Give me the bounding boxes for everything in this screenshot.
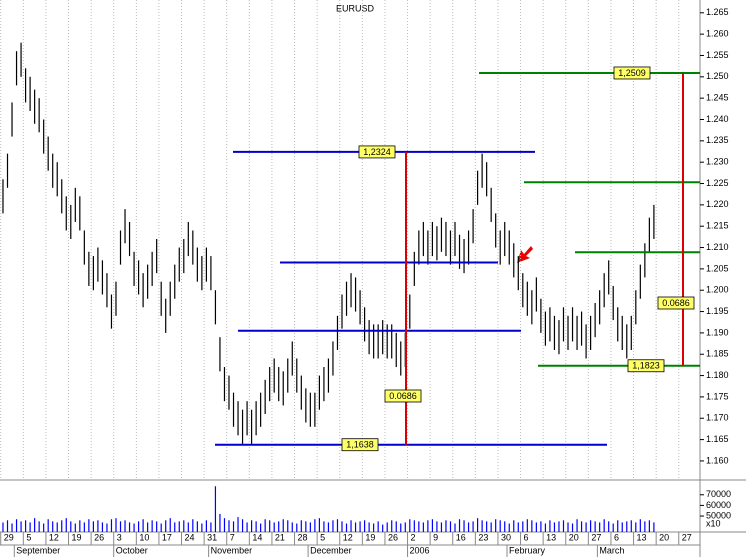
x-tick-label: 13 — [546, 532, 556, 542]
y-tick-label: 1.170 — [706, 413, 729, 423]
y-tick-label: 1.195 — [706, 306, 729, 316]
x-tick-label: 12 — [343, 532, 353, 542]
x-tick-label: 6 — [524, 532, 529, 542]
x-tick-label: 7 — [230, 532, 235, 542]
x-tick-label: 19 — [72, 532, 82, 542]
y-tick-label: 1.255 — [706, 50, 729, 60]
y-tick-label: 1.235 — [706, 135, 729, 145]
y-tick-label: 1.265 — [706, 7, 729, 17]
y-tick-label: 1.190 — [706, 327, 729, 337]
x-tick-label: 27 — [591, 532, 601, 542]
x-tick-label: 19 — [365, 532, 375, 542]
x-tick-label: 6 — [614, 532, 619, 542]
y-tick-label: 1.245 — [706, 93, 729, 103]
level-label: 1,1638 — [346, 440, 374, 450]
y-tick-label: 1.200 — [706, 285, 729, 295]
y-tick-label: 1.175 — [706, 391, 729, 401]
volume-tick-label: 50000 — [706, 510, 731, 520]
x-tick-label: 12 — [49, 532, 59, 542]
x-tick-label: 27 — [682, 532, 692, 542]
y-tick-label: 1.185 — [706, 349, 729, 359]
y-tick-label: 1.240 — [706, 114, 729, 124]
level-label-box — [341, 438, 379, 452]
level-label: 1,2509 — [618, 68, 646, 78]
month-label: March — [599, 545, 624, 555]
x-tick-label: 5 — [320, 532, 325, 542]
x-tick-label: 26 — [388, 532, 398, 542]
measure-label: 0.0686 — [389, 391, 417, 401]
month-label: October — [116, 545, 148, 555]
y-tick-label: 1.180 — [706, 370, 729, 380]
x-tick-label: 9 — [433, 532, 438, 542]
measure-label-box — [657, 296, 695, 310]
level-label-box — [358, 145, 396, 159]
level-label-box — [627, 359, 665, 373]
y-tick-label: 1.230 — [706, 157, 729, 167]
x-tick-label: 31 — [207, 532, 217, 542]
x-tick-label: 17 — [162, 532, 172, 542]
x-tick-label: 14 — [252, 532, 262, 542]
level-label: 1,1823 — [632, 361, 660, 371]
x-tick-label: 23 — [478, 532, 488, 542]
x-tick-label: 28 — [298, 532, 308, 542]
x-tick-label: 29 — [4, 532, 14, 542]
month-label: February — [509, 545, 546, 555]
month-label: December — [310, 545, 352, 555]
y-tick-label: 1.220 — [706, 199, 729, 209]
y-tick-label: 1.215 — [706, 221, 729, 231]
chart-title: EURUSD — [336, 3, 375, 13]
month-label: 2006 — [410, 545, 430, 555]
month-label: September — [16, 545, 60, 555]
measure-label: 0.0686 — [662, 298, 690, 308]
measure-label-box — [384, 389, 422, 403]
y-tick-label: 1.165 — [706, 434, 729, 444]
month-label: November — [211, 545, 253, 555]
volume-tick-label: 70000 — [706, 489, 731, 499]
x-tick-label: 16 — [456, 532, 466, 542]
x-tick-label: 5 — [26, 532, 31, 542]
y-tick-label: 1.250 — [706, 71, 729, 81]
x-tick-label: 26 — [94, 532, 104, 542]
y-tick-label: 1.225 — [706, 178, 729, 188]
x-tick-label: 20 — [659, 532, 669, 542]
y-tick-label: 1.260 — [706, 29, 729, 39]
x-tick-label: 30 — [501, 532, 511, 542]
x-tick-label: 10 — [139, 532, 149, 542]
x-tick-label: 13 — [637, 532, 647, 542]
x-tick-label: 2 — [411, 532, 416, 542]
level-label: 1,2324 — [363, 147, 391, 157]
x-tick-label: 3 — [117, 532, 122, 542]
volume-tick-label: 60000 — [706, 500, 731, 510]
y-tick-label: 1.205 — [706, 263, 729, 273]
x-tick-label: 20 — [569, 532, 579, 542]
x-tick-label: 24 — [185, 532, 195, 542]
y-tick-label: 1.210 — [706, 242, 729, 252]
level-label-box — [613, 66, 651, 80]
y-tick-label: 1.160 — [706, 455, 729, 465]
volume-unit: x10 — [706, 518, 721, 528]
x-tick-label: 21 — [275, 532, 285, 542]
